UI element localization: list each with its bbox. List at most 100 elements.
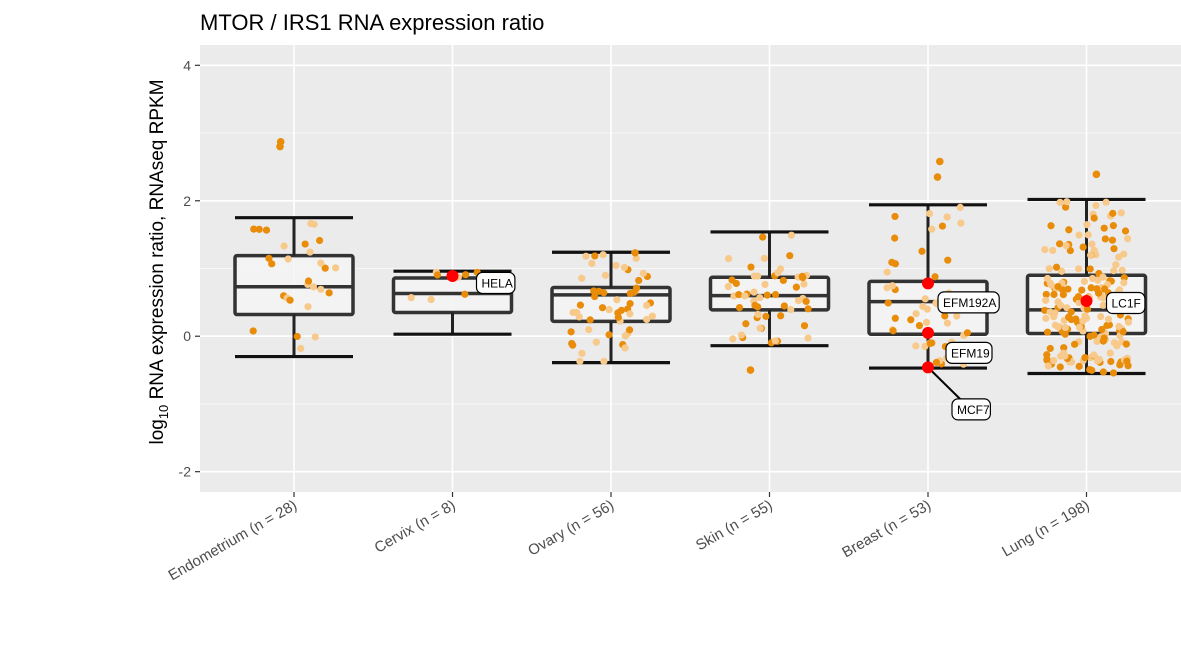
sample-point (800, 280, 808, 288)
callout-label: MCF7 (957, 403, 990, 417)
sample-point (1124, 318, 1133, 326)
callout-box (945, 341, 993, 364)
sample-point (332, 264, 340, 272)
sample-point (591, 252, 599, 260)
sample-point (317, 259, 325, 267)
sample-point (1083, 305, 1092, 313)
sample-point (1075, 265, 1083, 273)
sample-point (1075, 231, 1083, 239)
sample-point (613, 296, 621, 304)
sample-point (585, 326, 593, 334)
sample-point (1047, 222, 1055, 230)
y-tick-label: 0 (183, 328, 191, 344)
sample-point (1063, 198, 1071, 206)
sample-point (1042, 314, 1050, 322)
sample-point (600, 289, 608, 297)
sample-point (759, 233, 767, 241)
sample-point (1109, 209, 1117, 217)
sample-point (461, 290, 469, 298)
sample-point (926, 339, 934, 347)
sample-point (941, 312, 949, 320)
sample-point (1090, 214, 1098, 222)
sample-point (737, 331, 746, 339)
sample-point (1101, 285, 1109, 293)
x-tick-label: Cervix (n = 8) (372, 497, 459, 557)
sample-point (250, 225, 258, 233)
sample-point (925, 210, 934, 218)
outlier-point (936, 157, 944, 166)
sample-point (1116, 286, 1124, 294)
sample-point (1099, 273, 1107, 281)
sample-point (1054, 298, 1062, 306)
callout-label: EFM192A (943, 296, 996, 310)
y-tick-label: 2 (183, 193, 191, 209)
sample-point (307, 219, 315, 228)
y-axis-label-log: log (147, 419, 168, 444)
sample-point (787, 231, 796, 239)
sample-point (1108, 236, 1117, 244)
sample-point (304, 303, 312, 311)
sample-point (922, 318, 931, 326)
sample-point (931, 273, 939, 281)
sample-point (763, 291, 771, 299)
sample-point (600, 357, 608, 365)
sample-point (889, 327, 897, 335)
sample-point (921, 295, 929, 303)
sample-point (1099, 301, 1107, 309)
sample-point (1113, 342, 1121, 350)
sample-point (771, 337, 779, 345)
sample-point (599, 251, 607, 259)
sample-point (631, 249, 639, 257)
sample-point (1045, 265, 1053, 273)
sample-point (304, 277, 313, 285)
sample-point (953, 312, 961, 320)
sample-point (605, 331, 613, 339)
sample-point (884, 299, 892, 307)
sample-point (1123, 357, 1131, 365)
sample-point (799, 274, 807, 282)
sample-point (923, 305, 931, 313)
sample-point (883, 268, 891, 276)
sample-point (1049, 356, 1058, 365)
x-tick-label: Breast (n = 53) (839, 497, 934, 562)
x-tick-label: Lung (n = 198) (999, 497, 1092, 561)
sample-point (1051, 309, 1059, 317)
sample-point (1110, 267, 1118, 275)
sample-point (1080, 277, 1088, 286)
y-tick-label: -2 (179, 464, 192, 480)
sample-point (586, 316, 594, 324)
sample-point (1120, 279, 1128, 287)
callout-label: EFM19 (951, 346, 990, 360)
sample-point (1070, 340, 1079, 348)
sample-point (1123, 235, 1132, 243)
sample-point (614, 313, 622, 321)
y-axis-label-text: RNA expression ratio, RNAseq RPKM (147, 79, 168, 404)
sample-point (1118, 266, 1126, 274)
highlighted-point (922, 277, 934, 290)
sample-point (617, 306, 626, 314)
callout-leader (927, 366, 963, 402)
callout-box (937, 291, 1000, 314)
sample-point (1066, 246, 1074, 255)
sample-point (1075, 362, 1083, 370)
sample-point (943, 319, 952, 327)
sample-point (1106, 349, 1114, 357)
sample-point (1060, 344, 1068, 352)
sample-point (1116, 361, 1124, 369)
outlier-point (746, 366, 755, 374)
sample-point (1041, 306, 1049, 314)
sample-point (735, 303, 744, 312)
sample-point (780, 302, 788, 310)
sample-point (309, 283, 318, 291)
sample-point (756, 324, 764, 332)
sample-point (928, 225, 936, 233)
sample-point (1084, 231, 1092, 239)
sample-point (1112, 261, 1120, 269)
sample-point (1104, 315, 1113, 323)
sample-point (1117, 209, 1125, 217)
sample-point (1058, 267, 1066, 275)
sample-point (286, 296, 294, 304)
sample-point (1043, 355, 1051, 363)
sample-point (786, 252, 794, 260)
outlier-point (276, 142, 284, 151)
